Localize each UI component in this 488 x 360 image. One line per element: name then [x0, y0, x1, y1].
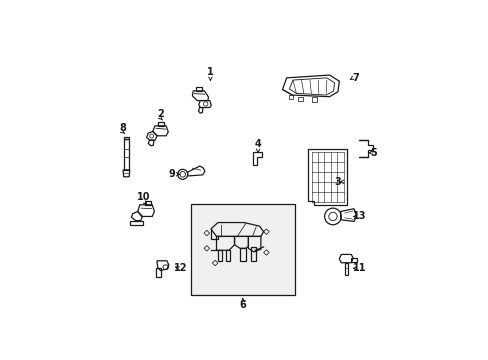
Bar: [218, 250, 222, 261]
Text: 12: 12: [174, 263, 187, 273]
Text: 7: 7: [352, 73, 359, 83]
Bar: [344, 263, 347, 275]
Text: 11: 11: [353, 263, 366, 273]
Bar: [251, 247, 255, 261]
Bar: [288, 95, 292, 99]
Bar: [191, 204, 294, 296]
Text: 13: 13: [353, 211, 366, 221]
Text: 10: 10: [137, 192, 150, 202]
Bar: [240, 248, 245, 261]
Text: 1: 1: [206, 67, 213, 77]
Bar: [225, 250, 230, 261]
Bar: [298, 97, 302, 101]
Text: 6: 6: [239, 300, 246, 310]
Bar: [311, 97, 316, 102]
Text: 5: 5: [370, 148, 377, 158]
Text: 9: 9: [168, 169, 175, 179]
Text: 2: 2: [157, 109, 163, 119]
Text: 8: 8: [119, 123, 126, 133]
Text: 4: 4: [254, 139, 261, 149]
Text: 3: 3: [334, 177, 341, 187]
